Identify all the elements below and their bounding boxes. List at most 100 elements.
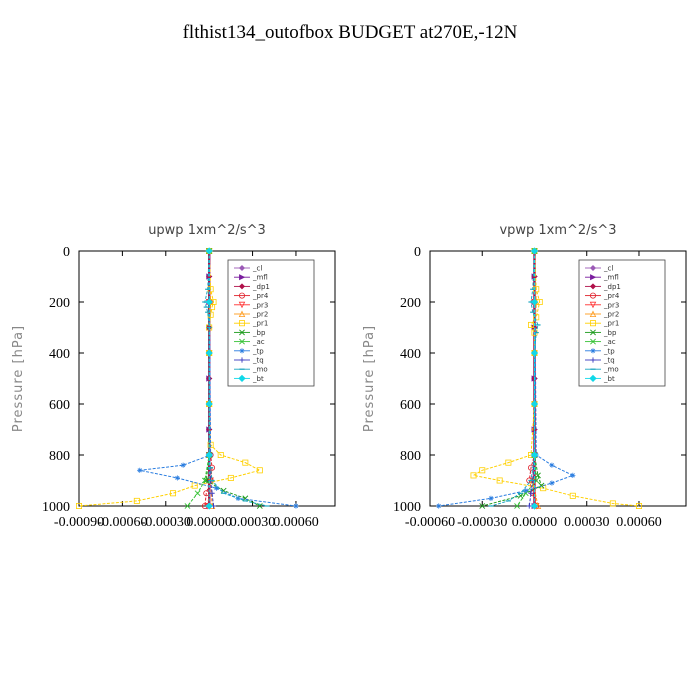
x-tick-label: 0.00060 xyxy=(616,515,662,530)
legend-marker xyxy=(590,274,597,281)
legend-label: _pr1 xyxy=(603,320,619,328)
data-point-pr1 xyxy=(242,459,249,466)
x-tick-label: -0.00090 xyxy=(54,515,104,530)
x-tick-label: 0.00030 xyxy=(230,515,276,530)
data-point-bt xyxy=(205,298,213,306)
data-point-tp xyxy=(137,467,143,473)
legend-marker xyxy=(239,274,246,281)
legend-marker xyxy=(238,310,246,318)
legend-marker xyxy=(589,301,597,309)
data-point-tp xyxy=(213,485,220,491)
data-point-pr1 xyxy=(470,472,477,479)
y-axis-label: Pressure [hPa] xyxy=(11,325,26,432)
legend-label: _tq xyxy=(252,357,264,365)
data-point-bt xyxy=(205,349,213,357)
legend-label: _dp1 xyxy=(603,283,621,291)
data-point-pr1 xyxy=(505,459,512,466)
data-point-bt xyxy=(530,298,539,306)
y-tick-label: 200 xyxy=(400,296,421,311)
legend-marker xyxy=(238,264,246,272)
data-point-tp xyxy=(293,503,299,509)
legend-marker xyxy=(590,292,597,299)
legend-marker xyxy=(589,310,597,318)
data-point-bp xyxy=(242,495,249,502)
legend-label: _mfl xyxy=(252,274,268,282)
legend-marker xyxy=(590,348,596,354)
data-point-tp xyxy=(174,475,180,481)
legend-label: _pr4 xyxy=(603,292,620,300)
legend-label: _ac xyxy=(252,338,265,346)
data-point-tq xyxy=(528,490,534,496)
series-line-bp xyxy=(482,251,543,507)
legend-label: _bt xyxy=(603,375,615,383)
data-point-bt xyxy=(530,349,539,357)
data-point-pr1 xyxy=(170,490,177,497)
data-point-bp xyxy=(479,503,486,509)
data-point-bt xyxy=(205,247,213,255)
panel-title: vpwp 1xm^2/s^3 xyxy=(499,223,616,238)
data-point-tp xyxy=(570,472,576,478)
legend-label: _bp xyxy=(603,329,617,337)
x-tick-label: -0.00060 xyxy=(405,515,455,530)
legend-marker xyxy=(590,329,596,336)
y-axis-label: Pressure [hPa] xyxy=(362,325,377,432)
data-point-pr1 xyxy=(256,467,263,474)
data-point-pr1 xyxy=(635,502,642,509)
y-tick-label: 600 xyxy=(400,398,421,413)
data-point-ac xyxy=(194,490,201,497)
legend-marker xyxy=(239,357,245,363)
data-point-bt xyxy=(530,451,539,459)
panel-title: upwp 1xm^2/s^3 xyxy=(148,223,266,238)
legend-label: _pr2 xyxy=(252,311,268,319)
y-tick-label: 600 xyxy=(49,398,70,413)
data-point-tp xyxy=(436,503,442,509)
data-point-tp xyxy=(549,480,555,486)
data-point-bt xyxy=(530,502,539,510)
legend-label: _tp xyxy=(603,347,615,355)
legend-marker xyxy=(590,357,596,363)
y-tick-label: 400 xyxy=(49,347,70,362)
legend-marker xyxy=(238,283,246,290)
data-point-bt xyxy=(205,451,213,459)
page-title: flthist134_outofbox BUDGET at270E,-12N xyxy=(182,22,518,43)
legend-label: _bt xyxy=(252,375,264,383)
chart-panel-2: vpwp 1xm^2/s^3 Pressure [hPa] 0 200 400 600 80… xyxy=(362,223,687,530)
y-tick-label: 0 xyxy=(63,245,70,260)
legend-marker xyxy=(589,283,597,290)
legend-marker xyxy=(590,320,597,327)
y-tick-label: 800 xyxy=(49,449,70,464)
x-tick-label: 0.00060 xyxy=(273,515,319,530)
legend-label: _pr4 xyxy=(252,292,269,300)
y-tick-label: 400 xyxy=(400,347,421,362)
data-point-pr1 xyxy=(609,500,616,507)
chart-panel-1: upwp 1xm^2/s^3 Pressure [hPa] 0 200 400 600 80… xyxy=(11,223,336,530)
x-tick-label: -0.00060 xyxy=(97,515,147,530)
legend-marker xyxy=(589,374,597,383)
data-point-bp xyxy=(203,477,210,484)
data-point-ac xyxy=(514,503,520,509)
data-point-bt xyxy=(205,502,213,510)
legend-label: _dp1 xyxy=(252,283,270,291)
data-point-bt xyxy=(530,400,539,408)
data-point-bt xyxy=(205,400,213,408)
x-tick-label: 0.00000 xyxy=(186,515,232,530)
legend-marker xyxy=(238,320,245,327)
legend-label: _pr1 xyxy=(252,320,268,328)
legend-marker xyxy=(590,338,596,345)
legend-label: _tp xyxy=(252,347,264,355)
legend-marker xyxy=(238,374,246,383)
plot-frame xyxy=(429,250,687,507)
legend-marker xyxy=(238,292,245,299)
y-tick-label: 800 xyxy=(400,449,421,464)
x-tick-label: -0.00030 xyxy=(141,515,191,530)
legend-label: _pr3 xyxy=(603,301,619,309)
data-point-tq xyxy=(209,490,215,496)
data-point-ac xyxy=(201,477,208,484)
y-tick-label: 1000 xyxy=(42,500,70,515)
data-point-pr1 xyxy=(76,502,83,509)
data-point-tp xyxy=(523,488,529,494)
y-tick-label: 1000 xyxy=(393,500,421,515)
legend-label: _bp xyxy=(252,329,266,337)
legend-label: _cl xyxy=(603,265,613,273)
data-point-pr1 xyxy=(227,474,234,481)
